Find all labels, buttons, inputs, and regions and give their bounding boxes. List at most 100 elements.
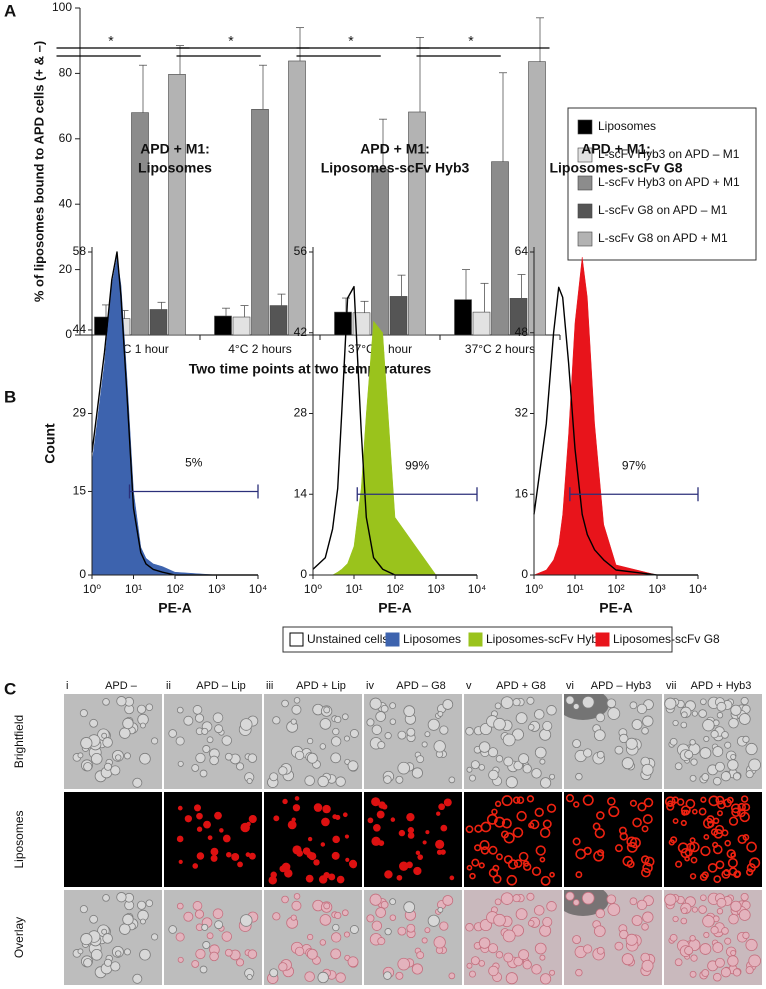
fluorescent-cell [746,841,757,853]
fluorescent-cell [176,835,184,843]
x-axis-label: PE-A [599,600,632,616]
cell [115,754,122,761]
cell [395,775,404,784]
legend-swatch [577,119,593,135]
cell [500,696,514,709]
micrograph [364,792,462,887]
cell [664,893,677,906]
micrograph [64,890,162,985]
cell [727,759,739,771]
cell [331,932,342,943]
cell [702,719,715,732]
cell [636,899,648,911]
cell [132,973,143,984]
fluorescent-cell [371,836,381,846]
cell [495,951,504,959]
fluorescent-cell [417,854,424,860]
fluorescent-cell [196,826,203,832]
x-tick-label: 10⁴ [689,582,708,596]
fluorescent-cell [399,861,409,871]
fluorescent-cell [196,852,205,860]
row-label: Brightfield [12,715,26,768]
micrograph [664,694,762,789]
fluorescent-cell [222,834,231,843]
y-tick-label: 32 [515,406,529,420]
cell [119,727,131,739]
fluorescent-cell [528,822,535,829]
cell [534,942,547,955]
cell [416,755,425,764]
fluorescent-cell [268,876,277,885]
cell [202,745,211,754]
cell [330,948,342,960]
panel-label: B [4,387,16,406]
cell [581,891,595,905]
cell [307,933,314,941]
micrograph [664,890,762,985]
cell [140,918,146,925]
cell [728,717,739,729]
cell [712,746,724,757]
x-tick-label: 10² [166,582,183,596]
legend-swatch [595,632,610,647]
cell [334,715,342,724]
fluorescent-cell [231,852,240,861]
fluorescent-cell [629,799,637,807]
fluorescent-cell [715,795,725,805]
cell [206,736,214,744]
cell [90,753,103,765]
cell [247,949,258,959]
cell [721,927,729,935]
cell [575,968,583,977]
x-tick-label: 10¹ [125,582,142,596]
cell [716,908,724,915]
chart-title: APD + M1: [140,141,210,157]
cell [403,705,416,717]
y-tick-label: 80 [59,66,73,80]
cell [522,960,532,970]
fluorescent-cell [273,815,280,822]
fluorescent-cell [575,871,583,879]
fluorescent-cell [308,852,317,861]
cell [330,752,342,764]
cell [433,740,446,753]
cell [549,773,556,780]
bar [288,60,306,336]
cell [724,937,732,945]
fluorescent-cell [248,814,257,824]
fluorescent-cell [707,862,718,873]
fluorescent-cell [193,804,202,812]
cell [349,925,359,934]
column-numeral: v [466,680,472,692]
cell [281,699,289,708]
cell [732,772,741,781]
cell [269,772,279,782]
cell [710,730,719,739]
y-tick-label: 0 [65,327,72,341]
cell [397,761,410,775]
fluorescent-cell [731,807,741,817]
cell [502,733,516,747]
fluorescent-cell [573,801,580,808]
cell [139,752,151,765]
cell [116,892,127,903]
cell [323,902,331,910]
cell [332,727,340,736]
cell [421,937,428,944]
cell [102,737,113,748]
cell [369,893,382,906]
fluorescent-cell [518,851,529,862]
fluorescent-cell [390,817,396,822]
fluorescent-cell [348,859,358,868]
micrograph [64,792,162,887]
cell [730,753,737,760]
cell [411,963,423,975]
cell [740,696,749,706]
cell [377,937,386,946]
cell [606,698,617,709]
cell [102,698,110,706]
cell [331,736,342,747]
cell [424,927,431,934]
micrograph [564,792,662,887]
legend-swatch [385,632,400,647]
